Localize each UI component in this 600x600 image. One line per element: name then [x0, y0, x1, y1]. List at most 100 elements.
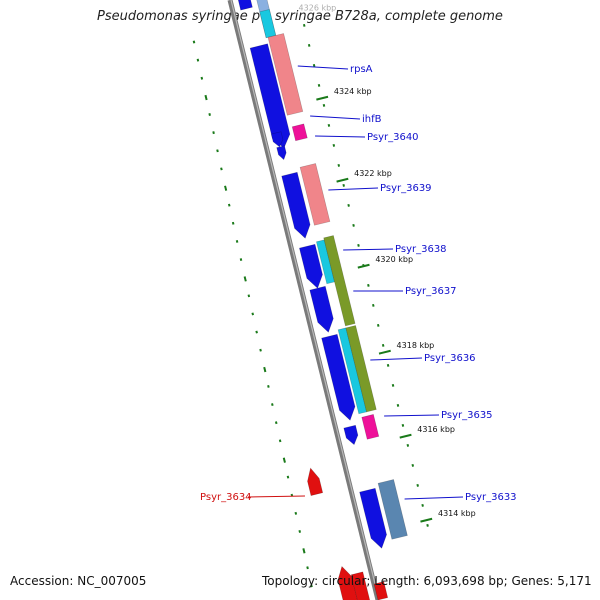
outer-ring-dot: [337, 163, 341, 167]
outer-ring-dot: [401, 423, 405, 427]
gc-ring-dot: [286, 475, 290, 479]
gc-ring-dot: [204, 94, 208, 101]
backbone-highlight: [230, 0, 380, 600]
tick-label: 4322 kbp: [354, 169, 392, 178]
cog-category-block: [345, 325, 377, 413]
gc-ring-dot: [231, 221, 235, 225]
gc-ring-dot: [310, 584, 313, 588]
gene-label: Psyr_3635: [441, 410, 493, 421]
gc-ring-dot: [263, 366, 267, 373]
tick-mark: [357, 263, 370, 269]
cds-reverse-arrow: [373, 581, 389, 600]
cog-category-block: [291, 123, 308, 142]
gc-ring-dot: [192, 40, 196, 44]
gene-label: Psyr_3634: [200, 492, 252, 503]
outer-ring-dot: [416, 483, 419, 487]
gc-ring-dot: [271, 403, 274, 407]
gc-ring-dot: [294, 511, 298, 515]
outer-ring-dot: [421, 503, 424, 507]
outer-ring-dot: [411, 463, 415, 467]
gc-ring-dot: [220, 167, 223, 171]
gene-label: Psyr_3636: [424, 353, 476, 364]
outer-ring-dot: [367, 283, 370, 287]
cds-reverse-arrow: [337, 565, 358, 600]
gc-ring-dot: [235, 239, 239, 243]
cds-forward-arrow: [270, 131, 284, 148]
outer-ring-dot: [302, 23, 306, 27]
outer-ring-dot: [342, 183, 345, 187]
outer-ring-dot: [381, 343, 385, 347]
gene-label: ihfB: [362, 114, 382, 125]
gc-ring-dot: [239, 258, 243, 261]
gene-label: Psyr_3640: [367, 132, 419, 143]
tick-label: 4316 kbp: [417, 425, 455, 434]
gc-ring-dot: [247, 294, 251, 298]
outer-ring-dot: [327, 123, 331, 127]
outer-ring-dot: [352, 223, 355, 227]
gene-label: Psyr_3633: [465, 492, 517, 503]
tick-mark: [336, 177, 349, 183]
cds-reverse-arrow: [307, 467, 324, 496]
accession-text: Accession: NC_007005: [10, 574, 147, 588]
cds-forward-arrow: [359, 487, 387, 549]
gc-ring-dot: [251, 312, 255, 316]
gc-ring-dot: [306, 566, 309, 570]
cds-forward-arrow: [237, 0, 253, 11]
gene-label: Psyr_3639: [380, 183, 432, 194]
cds-forward-arrow: [321, 333, 356, 421]
tick-mark: [399, 433, 412, 439]
outer-ring-dot: [347, 203, 350, 207]
gene-leader-line: [370, 357, 423, 361]
cds-forward-arrow: [276, 145, 287, 161]
tick-label: 4314 kbp: [438, 509, 476, 518]
cog-category-block: [259, 9, 277, 39]
outer-ring-dot: [307, 43, 311, 47]
outer-ring-dot: [406, 443, 410, 447]
gene-leader-line: [297, 65, 349, 70]
outer-ring-dot: [312, 63, 316, 67]
cog-category-block: [267, 33, 304, 116]
gc-ring-dot: [216, 149, 219, 153]
cds-forward-arrow: [281, 171, 311, 239]
gc-ring-dot: [200, 76, 204, 80]
outer-ring-dot: [317, 83, 321, 87]
tick-label: 4320 kbp: [375, 255, 413, 264]
backbone-line: [227, 0, 381, 600]
gene-leader-line: [343, 248, 394, 251]
gene-leader-line: [247, 495, 305, 498]
cog-category-block: [361, 414, 380, 440]
outer-ring-dot: [396, 403, 400, 407]
gene-label: Psyr_3637: [405, 286, 457, 297]
gc-ring-dot: [259, 348, 262, 352]
gc-ring-dot: [255, 330, 258, 334]
genome-summary-text: Topology: circular; Length: 6,093,698 bp…: [262, 574, 592, 588]
tick-mark: [378, 349, 391, 355]
gene-leader-line: [315, 135, 366, 138]
gc-ring-dot: [282, 457, 286, 463]
gc-ring-dot: [212, 131, 215, 135]
outer-ring-dot: [376, 323, 380, 327]
gc-ring-dot: [227, 203, 231, 207]
gene-leader-line: [384, 414, 440, 417]
cog-category-block: [316, 239, 335, 285]
gene-leader-line: [404, 496, 464, 500]
gc-ring-dot: [298, 530, 302, 533]
gc-ring-dot: [267, 384, 270, 388]
gc-ring-dot: [302, 548, 306, 554]
cds-forward-arrow: [343, 424, 359, 446]
outer-ring-dot: [426, 523, 429, 527]
tick-label: 4318 kbp: [397, 341, 435, 350]
cog-category-block: [323, 235, 356, 327]
tick-mark: [316, 95, 329, 101]
cds-forward-arrow: [249, 43, 291, 149]
gc-ring-dot: [196, 58, 200, 62]
gc-ring-dot: [243, 276, 247, 282]
cog-category-block: [299, 163, 331, 226]
map-title: Pseudomonas syringae pv. syringae B728a,…: [97, 9, 503, 24]
gene-label: rpsA: [350, 64, 373, 75]
outer-ring-dot: [386, 363, 390, 367]
outer-ring-dot: [332, 143, 336, 147]
cog-category-block: [377, 479, 408, 540]
tick-label: 4324 kbp: [334, 87, 372, 96]
gene-leader-line: [328, 187, 379, 191]
